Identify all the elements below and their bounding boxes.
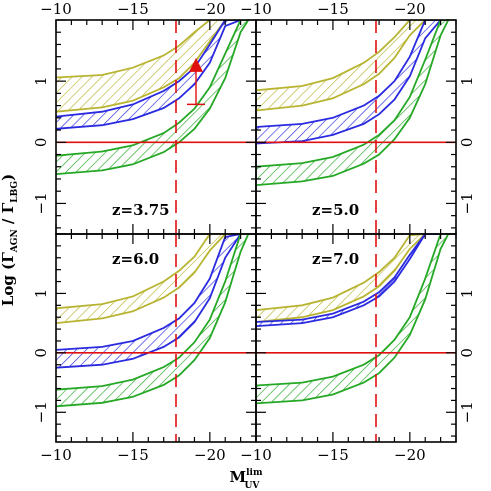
- y-tick-label-left: 0: [32, 348, 50, 358]
- band-green-lower: [256, 234, 450, 405]
- y-tick-label-right: −1: [458, 401, 476, 423]
- band-green-lower: [56, 20, 250, 175]
- panel-plot-area: [56, 234, 256, 442]
- x-tick-label-bottom: −10: [240, 446, 272, 464]
- data-point-marker: [189, 57, 203, 72]
- y-tick-label-left: 1: [32, 289, 50, 299]
- band-green-lower: [256, 20, 450, 186]
- y-tick-label-right: 1: [458, 289, 476, 299]
- band-yellow-fill: [56, 20, 235, 112]
- panel-plot-area: [256, 20, 456, 234]
- band-green-upper: [56, 20, 249, 157]
- band-yellow-lower: [256, 20, 435, 112]
- y-tick-label-right: 0: [458, 348, 476, 358]
- band-green-upper: [256, 20, 449, 168]
- x-tick-label-bottom: −20: [394, 446, 426, 464]
- band-green-lower: [56, 234, 250, 408]
- y-tick-label-right: 1: [458, 76, 476, 86]
- x-tick-label-top: −20: [394, 0, 426, 18]
- panel-label: z=5.0: [312, 201, 359, 219]
- band-blue-lower: [56, 20, 241, 130]
- band-blue-fill: [56, 20, 241, 129]
- band-blue-upper: [256, 20, 441, 128]
- panel-4: z=7.0: [255, 233, 457, 443]
- band-green-fill: [56, 20, 249, 175]
- panel-plot-area: [256, 234, 456, 442]
- panel-3: z=6.0: [55, 233, 257, 443]
- band-yellow-upper: [256, 20, 435, 92]
- x-tick-label-bottom: −20: [194, 446, 226, 464]
- x-tick-label-bottom: −10: [40, 446, 72, 464]
- y-tick-label-left: 0: [32, 138, 50, 148]
- x-tick-label-top: −10: [240, 0, 272, 18]
- panel-plot-area: [56, 20, 256, 234]
- panel-label: z=3.75: [112, 201, 170, 219]
- x-tick-label-bottom: −15: [117, 446, 149, 464]
- panel-1: z=3.75: [55, 19, 257, 235]
- panel-label: z=7.0: [312, 250, 359, 268]
- band-blue-fill: [256, 20, 441, 144]
- band-yellow-lower: [56, 234, 235, 324]
- y-tick-label-left: −1: [32, 192, 50, 214]
- x-tick-label-top: −15: [117, 0, 149, 18]
- band-blue-lower: [256, 20, 442, 145]
- panel-label: z=6.0: [112, 250, 159, 268]
- y-tick-label-right: 0: [458, 138, 476, 148]
- band-green-upper: [56, 234, 249, 391]
- band-blue-upper: [56, 234, 241, 351]
- panels-layer: z=3.75 z=5.0 z=6.0 z=7.0: [55, 19, 457, 443]
- band-yellow-fill: [56, 234, 235, 324]
- axis-text-layer: −10 −15 −20−101−10 −15 −20−101−10 −15 −20−101−…: [32, 0, 476, 464]
- y-tick-label-right: −1: [458, 192, 476, 214]
- band-yellow-upper: [56, 234, 235, 310]
- band-yellow-upper: [56, 20, 235, 79]
- band-blue-lower: [56, 234, 242, 369]
- x-axis-label: Mlim UV: [230, 468, 263, 491]
- y-tick-label-left: 1: [32, 76, 50, 86]
- band-blue-upper: [56, 20, 241, 118]
- band-blue-lower: [256, 234, 441, 327]
- band-yellow-lower: [256, 234, 435, 323]
- x-tick-label-top: −10: [40, 0, 72, 18]
- panel-frame: [255, 233, 457, 443]
- y-tick-label-left: −1: [32, 401, 50, 423]
- band-green-fill: [256, 20, 449, 186]
- y-axis-label: Log (ΓAGN / ΓLBG): [0, 174, 20, 306]
- panel-2: z=5.0: [255, 19, 457, 235]
- band-green-upper: [256, 234, 449, 387]
- x-tick-label-bottom: −15: [317, 446, 349, 464]
- x-tick-label-top: −20: [194, 0, 226, 18]
- x-tick-label-top: −15: [317, 0, 349, 18]
